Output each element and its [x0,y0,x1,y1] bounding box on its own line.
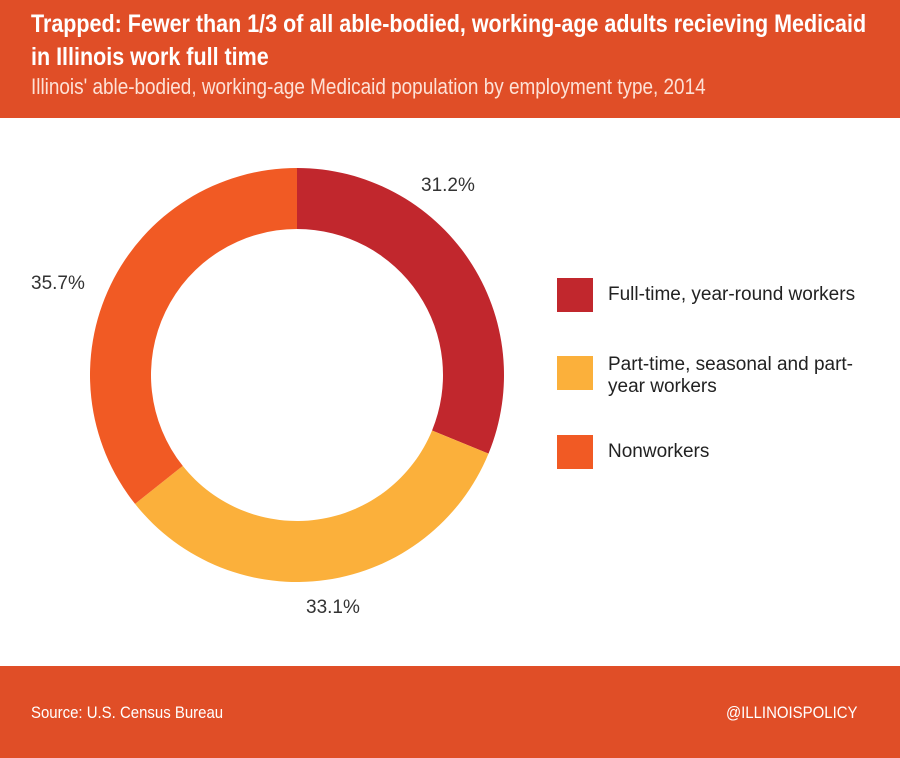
slice-label-full-time: 31.2% [421,175,475,196]
chart-subtitle: Illinois' able-bodied, working-age Medic… [31,74,706,99]
donut-chart [90,168,504,582]
slice-label-part-time: 33.1% [306,597,360,618]
legend-label-nonworkers: Nonworkers [608,441,710,462]
legend-label-part-time: Part-time, seasonal and part-year worker… [608,354,854,397]
slice-part-time [135,430,489,582]
legend-swatch-part-time [557,356,593,390]
social-handle: @ILLINOISPOLICY [726,703,858,722]
slice-nonworkers [90,168,297,504]
slice-full-time [297,168,504,454]
legend-swatch-nonworkers [557,435,593,469]
source-note: Source: U.S. Census Bureau [31,703,224,722]
footer-banner: Source: U.S. Census Bureau @ILLINOISPOLI… [0,666,900,758]
legend-label-full-time: Full-time, year-round workers [608,284,856,305]
legend-swatch-full-time [557,278,593,312]
header-banner: Trapped: Fewer than 1/3 of all able-bodi… [0,0,900,118]
slice-label-nonworkers: 35.7% [31,273,85,294]
chart-title: Trapped: Fewer than 1/3 of all able-bodi… [31,10,867,71]
